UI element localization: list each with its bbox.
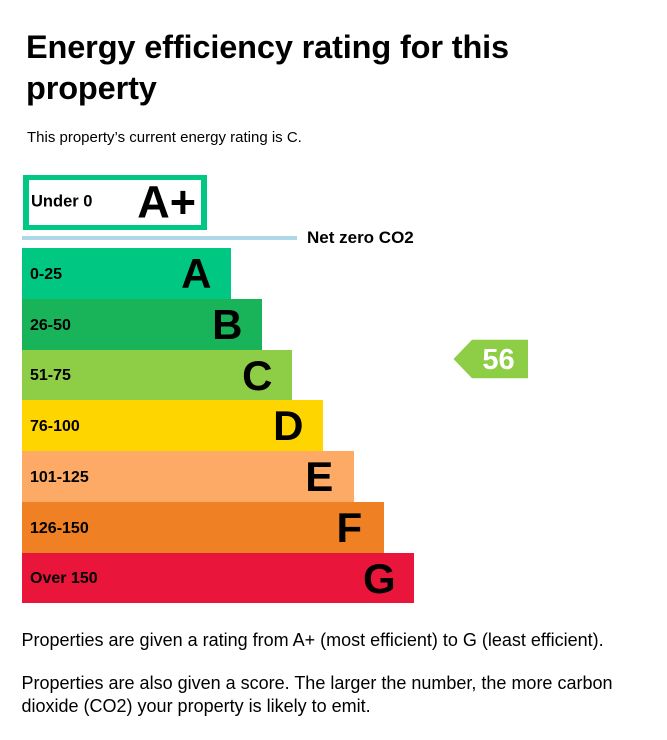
svg-text:56: 56	[482, 344, 514, 376]
